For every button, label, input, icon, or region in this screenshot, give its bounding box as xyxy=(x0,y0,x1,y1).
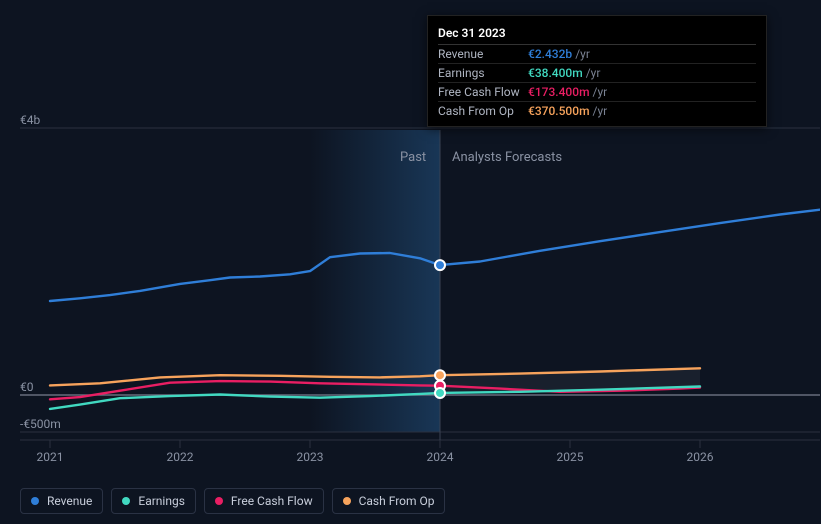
x-tick-label: 2025 xyxy=(557,450,584,464)
legend-item-free_cash_flow[interactable]: Free Cash Flow xyxy=(204,488,324,514)
tooltip-row: Revenue€2.432b/yr xyxy=(438,45,756,64)
tooltip-row: Earnings€38.400m/yr xyxy=(438,64,756,83)
legend-item-revenue[interactable]: Revenue xyxy=(20,488,103,514)
chart-legend: Revenue Earnings Free Cash Flow Cash From O… xyxy=(20,488,445,514)
tooltip-row-suffix: /yr xyxy=(586,66,601,80)
x-tick-label: 2021 xyxy=(37,450,64,464)
tooltip-row-label: Revenue xyxy=(438,47,528,61)
tooltip-row: Cash From Op€370.500m/yr xyxy=(438,102,756,120)
tooltip-row-value: €370.500m xyxy=(528,104,590,118)
tooltip-row-value: €38.400m xyxy=(528,66,583,80)
legend-dot-icon xyxy=(343,497,351,505)
legend-item-cash_from_op[interactable]: Cash From Op xyxy=(332,488,446,514)
x-tick-label: 2026 xyxy=(687,450,714,464)
tooltip-row-label: Earnings xyxy=(438,66,528,80)
tooltip-row-value: €173.400m xyxy=(528,85,590,99)
legend-item-label: Revenue xyxy=(47,494,92,508)
past-section-label: Past xyxy=(400,150,426,165)
legend-item-label: Free Cash Flow xyxy=(231,494,313,508)
x-tick-label: 2023 xyxy=(297,450,324,464)
forecast-section-label: Analysts Forecasts xyxy=(452,150,562,165)
legend-dot-icon xyxy=(31,497,39,505)
legend-item-earnings[interactable]: Earnings xyxy=(111,488,196,514)
legend-dot-icon xyxy=(215,497,223,505)
x-tick-label: 2024 xyxy=(427,450,454,464)
tooltip-row-suffix: /yr xyxy=(575,47,590,61)
x-tick-label: 2022 xyxy=(167,450,194,464)
tooltip-row-value: €2.432b xyxy=(528,47,572,61)
tooltip-row-label: Cash From Op xyxy=(438,104,528,118)
legend-item-label: Earnings xyxy=(138,494,185,508)
tooltip-row-suffix: /yr xyxy=(593,104,608,118)
chart-tooltip: Dec 31 2023 Revenue€2.432b/yrEarnings€38… xyxy=(427,15,767,127)
legend-dot-icon xyxy=(122,497,130,505)
tooltip-row-label: Free Cash Flow xyxy=(438,85,528,99)
tooltip-title: Dec 31 2023 xyxy=(438,22,756,45)
tooltip-row-suffix: /yr xyxy=(593,85,608,99)
tooltip-row: Free Cash Flow€173.400m/yr xyxy=(438,83,756,102)
legend-item-label: Cash From Op xyxy=(359,494,435,508)
